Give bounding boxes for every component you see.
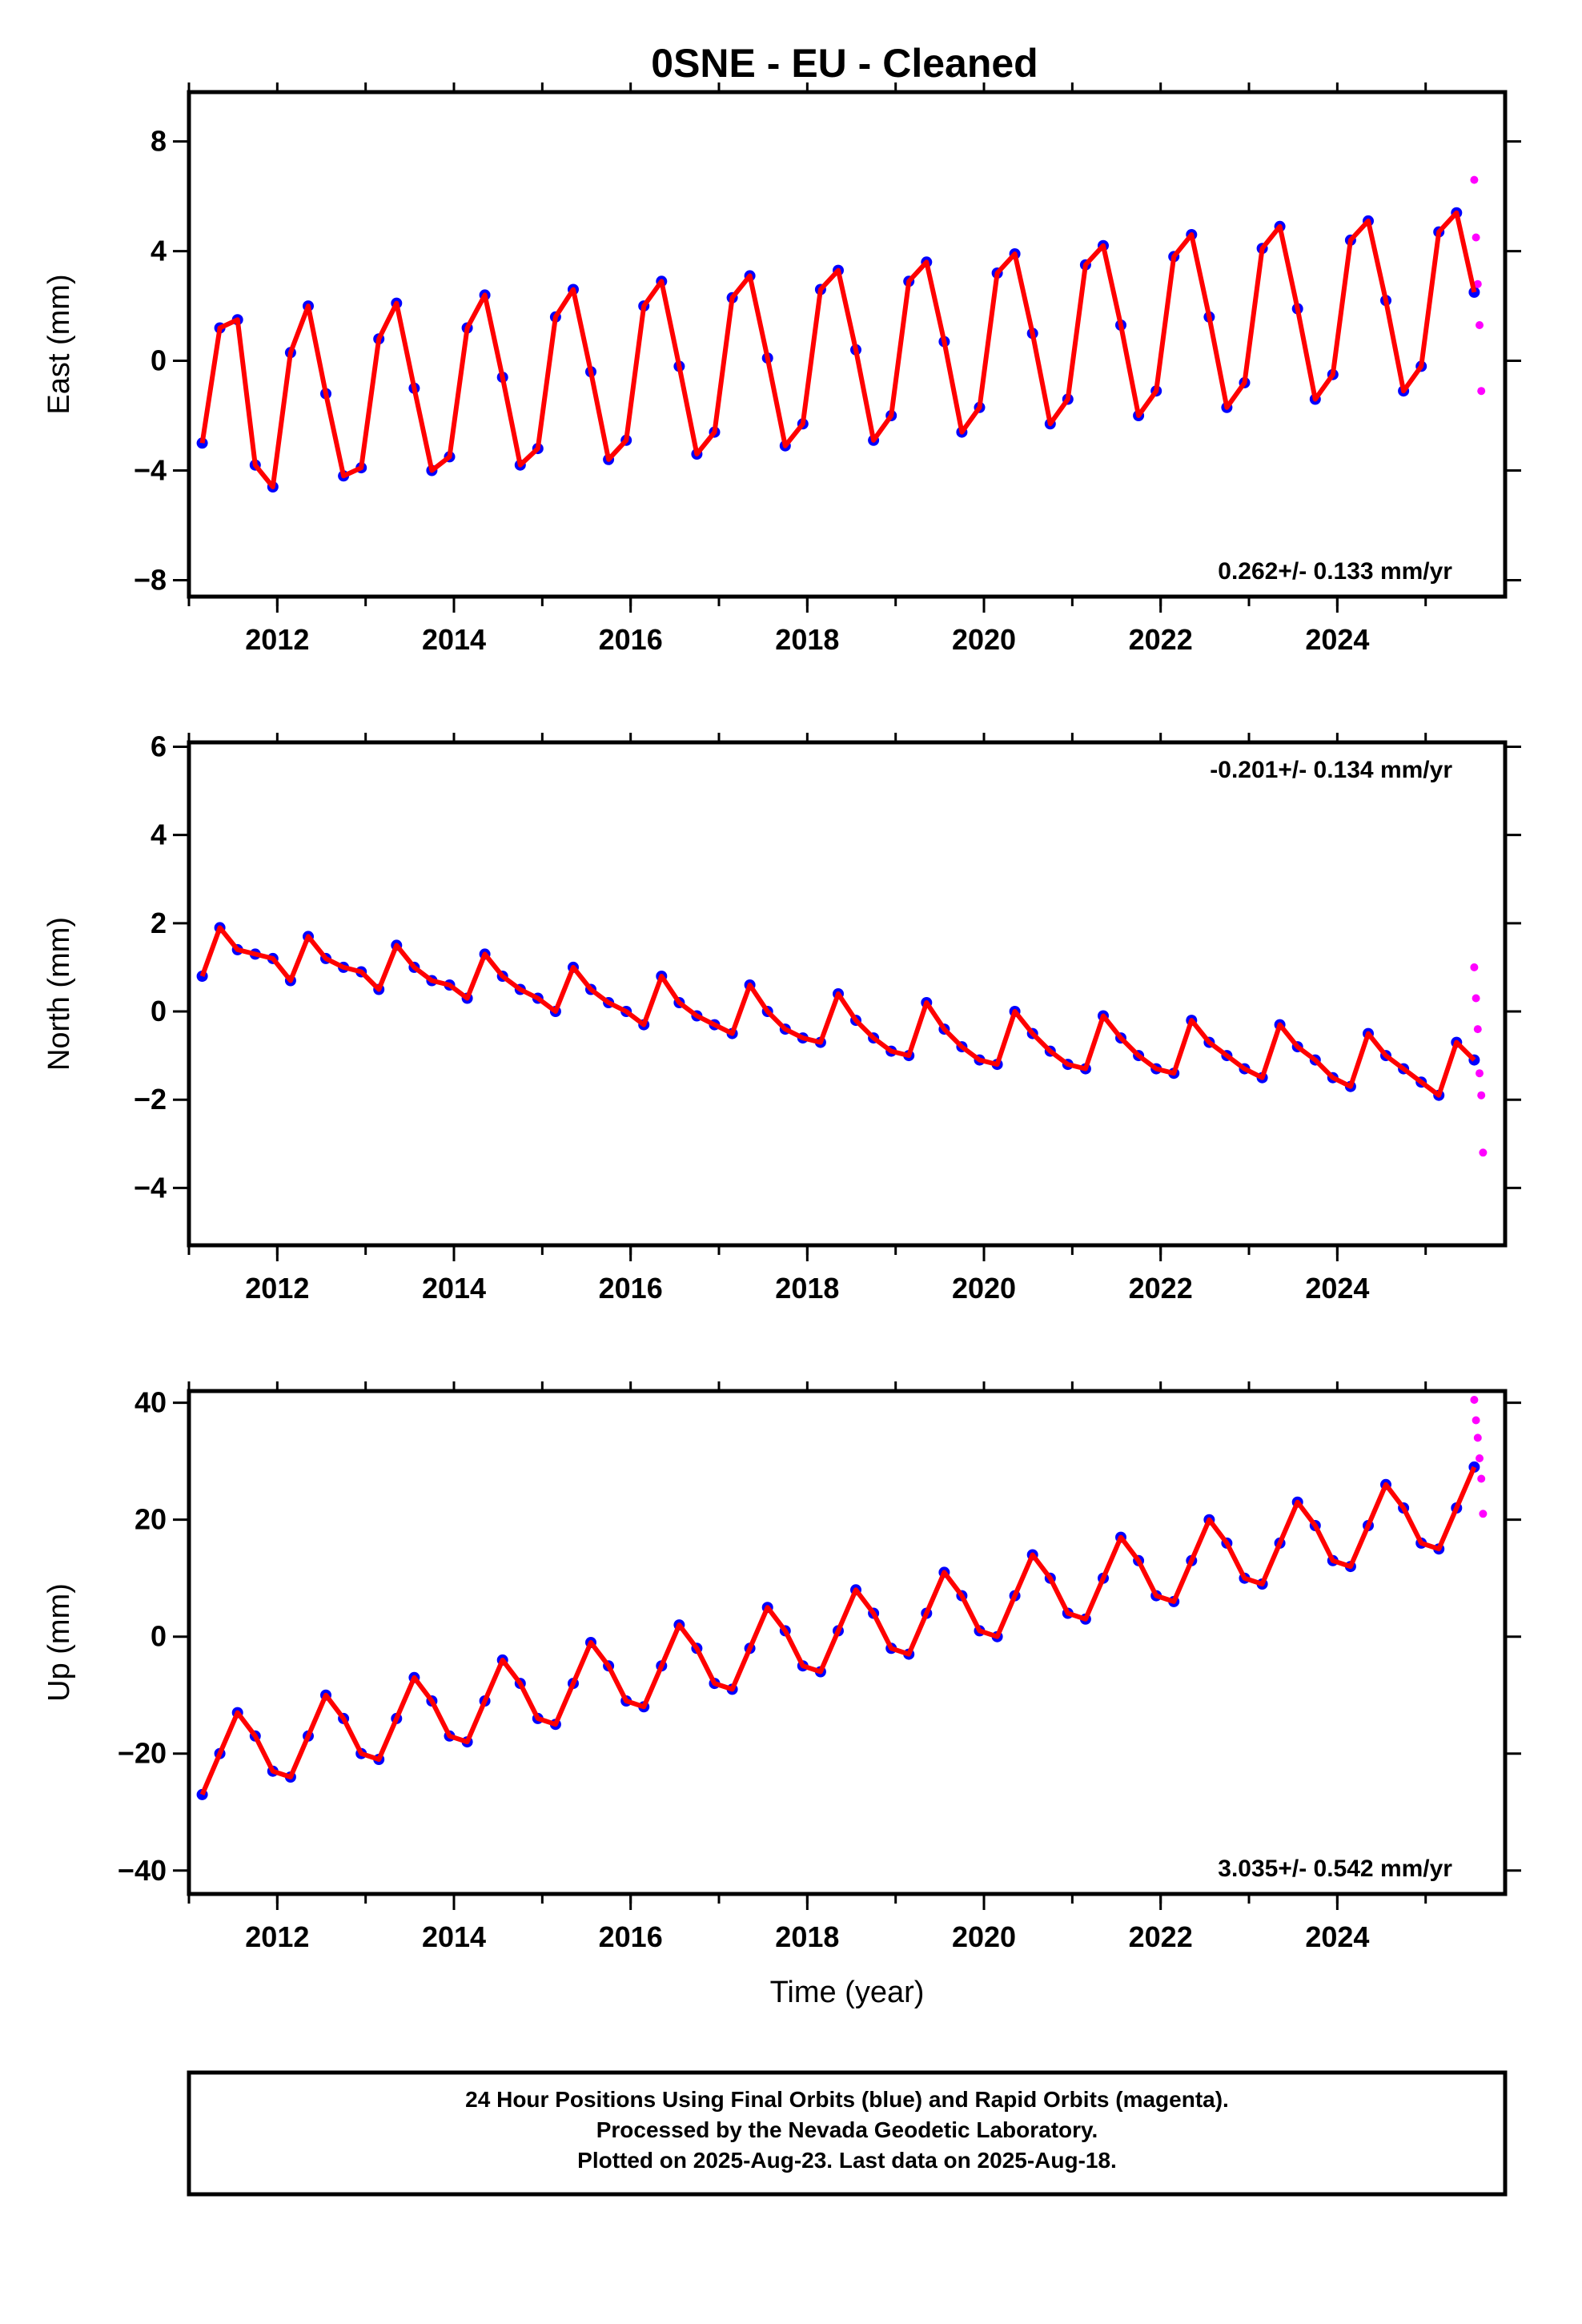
north-panel: 2012 2014 2016 2018 2020 2022 2024 −4 −2 0 2 4 6 Nort…	[42, 730, 1521, 1305]
footer-line-1: 24 Hour Positions Using Final Orbits (bl…	[465, 2087, 1229, 2112]
x-tick-label: 2018	[775, 623, 839, 656]
north-rapid-point	[1479, 1148, 1488, 1157]
east-rate-label: 0.262+/- 0.133 mm/yr	[1218, 558, 1452, 585]
east-rapid-point	[1472, 233, 1480, 242]
y-tick-label: −20	[118, 1737, 167, 1770]
up-rapid-point	[1472, 1416, 1480, 1425]
y-tick-label: 0	[151, 344, 167, 377]
north-rate-label: -0.201+/- 0.134 mm/yr	[1210, 757, 1452, 783]
north-plot-frame	[187, 740, 1508, 1248]
up-plot-frame	[187, 1389, 1508, 1896]
footer-line-2: Processed by the Nevada Geodetic Laborat…	[596, 2117, 1098, 2142]
y-tick-label: 4	[151, 235, 167, 267]
y-tick-label: 6	[151, 730, 167, 763]
x-tick-label: 2022	[1129, 1920, 1193, 1953]
north-rapid-point	[1472, 994, 1480, 1003]
up-rapid-point	[1479, 1510, 1488, 1518]
y-tick-label: 8	[151, 125, 167, 158]
up-model-curve	[199, 1466, 1477, 1796]
east-model-curve	[199, 210, 1477, 489]
up-rapid-point	[1473, 1433, 1482, 1442]
north-rapid-point	[1473, 1025, 1482, 1034]
x-tick-label: 2022	[1129, 623, 1193, 656]
y-tick-label: 4	[151, 818, 167, 851]
east-rapid-point	[1476, 321, 1484, 329]
x-axis-label: Time (year)	[770, 1976, 925, 2009]
x-tick-label: 2012	[245, 1272, 309, 1305]
up-rate-label: 3.035+/- 0.542 mm/yr	[1218, 1856, 1452, 1882]
east-plot-frame	[187, 90, 1508, 599]
y-tick-label: 40	[135, 1386, 167, 1419]
x-tick-label: 2014	[422, 1920, 486, 1953]
x-tick-label: 2022	[1129, 1272, 1193, 1305]
footer-frame	[187, 2070, 1508, 2197]
east-rapid-point	[1477, 387, 1486, 396]
east-y-axis-label: East (mm)	[42, 274, 76, 414]
footer-box: 24 Hour Positions Using Final Orbits (bl…	[187, 2070, 1508, 2197]
x-tick-label: 2024	[1305, 623, 1369, 656]
north-model-curve	[199, 925, 1476, 1098]
up-rapid-point	[1470, 1396, 1479, 1404]
x-tick-label: 2016	[599, 1272, 663, 1305]
x-tick-label: 2018	[775, 1920, 839, 1953]
x-tick-label: 2012	[245, 623, 309, 656]
north-rapid-point	[1470, 963, 1479, 971]
east-panel: 2012 2014 2016 2018 2020 2022 2024 −8 −4 0 4 8 East …	[42, 82, 1521, 656]
x-tick-label: 2016	[599, 623, 663, 656]
east-rapid-point	[1473, 279, 1482, 288]
x-tick-label: 2020	[952, 1272, 1016, 1305]
up-rapid-point	[1476, 1454, 1484, 1462]
x-tick-label: 2012	[245, 1920, 309, 1953]
y-tick-label: −40	[118, 1854, 167, 1887]
up-y-axis-label: Up (mm)	[42, 1583, 76, 1702]
y-tick-label: −4	[134, 1171, 167, 1204]
east-rapid-point	[1470, 175, 1479, 184]
x-tick-label: 2014	[422, 1272, 486, 1305]
x-tick-label: 2016	[599, 1920, 663, 1953]
y-tick-label: 20	[135, 1503, 167, 1536]
north-rapid-point	[1476, 1069, 1484, 1078]
y-tick-label: −4	[134, 454, 167, 487]
x-tick-label: 2024	[1305, 1272, 1369, 1305]
y-tick-label: 0	[151, 995, 167, 1027]
y-tick-label: 2	[151, 907, 167, 939]
x-tick-label: 2020	[952, 623, 1016, 656]
x-tick-label: 2018	[775, 1272, 839, 1305]
y-tick-label: −8	[134, 563, 167, 596]
up-rapid-point	[1477, 1474, 1486, 1483]
up-panel: 2012 2014 2016 2018 2020 2022 2024 −40 −20 0 20 40 U…	[42, 1381, 1521, 2009]
y-tick-label: −2	[134, 1083, 167, 1116]
footer-line-3: Plotted on 2025-Aug-23. Last data on 202…	[577, 2148, 1117, 2173]
x-tick-label: 2020	[952, 1920, 1016, 1953]
y-tick-label: 0	[151, 1620, 167, 1653]
x-tick-label: 2014	[422, 623, 486, 656]
north-rapid-point	[1477, 1091, 1486, 1100]
x-tick-label: 2024	[1305, 1920, 1369, 1953]
figure-title: 0SNE - EU - Cleaned	[651, 41, 1038, 86]
north-y-axis-label: North (mm)	[42, 917, 76, 1071]
